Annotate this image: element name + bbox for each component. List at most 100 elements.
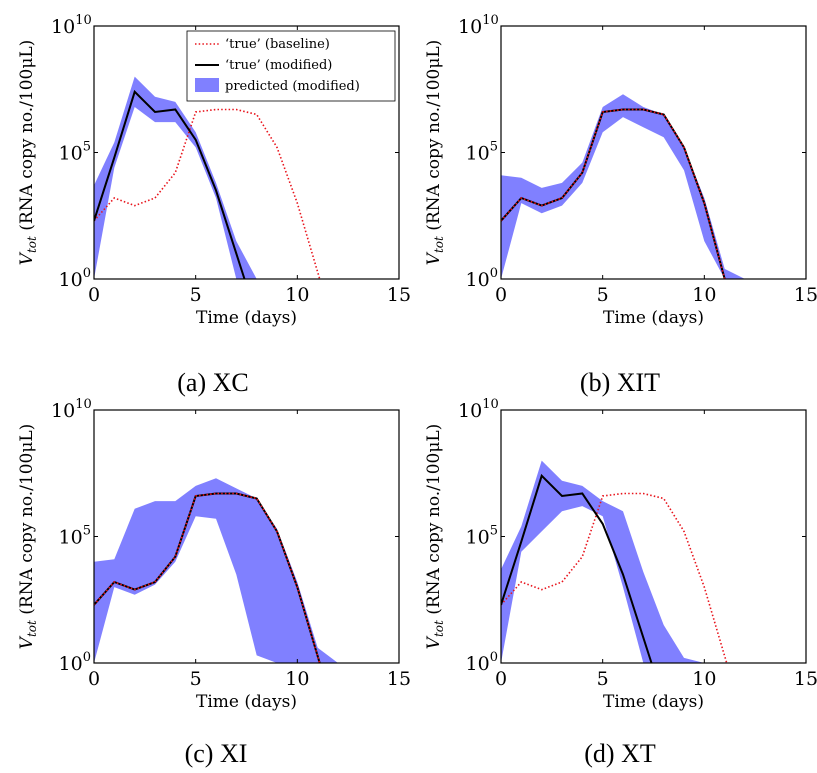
y-tick-base: 10 (466, 269, 490, 291)
x-tick-label: 0 (88, 284, 100, 306)
x-tick-label: 0 (495, 284, 507, 306)
predicted-band (94, 76, 257, 279)
plot-area (501, 94, 745, 279)
y-tick-exponent: 10 (482, 13, 499, 28)
x-tick-label: 10 (692, 668, 716, 690)
baseline-line-overlay (501, 108, 726, 279)
baseline-line (94, 108, 321, 279)
baseline-line (501, 492, 728, 663)
x-tick-label: 5 (597, 284, 609, 306)
y-tick-base: 10 (59, 653, 83, 675)
y-axis-label: Vtot (RNA copy no./100μL) (424, 40, 446, 266)
y-tick-base: 10 (59, 143, 83, 165)
y-tick-exponent: 10 (482, 397, 499, 412)
legend-box (186, 30, 396, 102)
y-tick-base: 10 (59, 527, 83, 549)
y-axis-label-sub: tot (432, 620, 446, 637)
y-tick-label: 100 (59, 650, 91, 675)
predicted-band (94, 478, 338, 663)
legend-label: ‘true’ (baseline) (225, 37, 330, 52)
x-tick-label: 0 (495, 668, 507, 690)
y-tick-exponent: 10 (75, 13, 92, 28)
y-tick-label: 1010 (458, 397, 499, 422)
legend: ‘true’ (baseline) ‘true’ (modified) predic… (186, 30, 396, 102)
x-tick-label: 10 (285, 668, 309, 690)
modified-line (94, 89, 246, 279)
predicted-band (501, 460, 705, 663)
x-tick-label: 0 (88, 668, 100, 690)
y-tick-label: 105 (466, 140, 498, 165)
x-tick-label: 5 (597, 668, 609, 690)
y-tick-exponent: 5 (490, 524, 498, 539)
x-axis-label: Time (days) (196, 308, 297, 328)
plot-area (94, 478, 338, 663)
y-tick-base: 10 (59, 269, 83, 291)
y-tick-label: 105 (466, 524, 498, 549)
x-axis-label: Time (days) (603, 308, 704, 328)
y-axis-label-rest: (RNA copy no./100μL) (424, 424, 444, 620)
y-tick-exponent: 0 (490, 266, 498, 281)
x-tick-label: 10 (692, 284, 716, 306)
x-tick-label: 10 (285, 284, 309, 306)
legend-label: ‘true’ (modified) (225, 58, 332, 73)
y-tick-exponent: 0 (83, 650, 91, 665)
panel-caption: (c) XI (185, 739, 248, 768)
y-axis-label-rest: (RNA copy no./100μL) (424, 40, 444, 236)
y-axis-label-sub: tot (25, 236, 39, 253)
y-axis-label-sub: tot (25, 620, 39, 637)
y-axis-label: Vtot (RNA copy no./100μL) (17, 40, 39, 266)
y-axis-label-rest: (RNA copy no./100μL) (17, 424, 37, 620)
y-axis-label-main: V (17, 251, 37, 265)
y-tick-label: 105 (59, 524, 91, 549)
y-tick-base: 10 (466, 653, 490, 675)
y-tick-label: 100 (466, 266, 498, 291)
plot-area (501, 460, 728, 663)
y-axis-label-rest: (RNA copy no./100μL) (17, 40, 37, 236)
y-tick-exponent: 5 (83, 140, 91, 155)
y-axis-label-main: V (424, 251, 444, 265)
x-axis-label: Time (days) (603, 692, 704, 712)
predicted-band (501, 94, 745, 279)
y-tick-exponent: 0 (490, 650, 498, 665)
baseline-line-overlay (94, 492, 321, 663)
plot-area (94, 76, 321, 279)
y-tick-label: 100 (466, 650, 498, 675)
y-tick-base: 10 (466, 143, 490, 165)
y-axis-label: Vtot (RNA copy no./100μL) (424, 424, 446, 650)
y-tick-label: 1010 (51, 397, 92, 422)
y-tick-exponent: 10 (75, 397, 92, 412)
modified-line (501, 473, 653, 663)
y-tick-label: 1010 (51, 13, 92, 38)
y-axis-label-main: V (424, 635, 444, 649)
y-tick-base: 10 (458, 400, 482, 422)
y-axis-label-sub: tot (432, 236, 446, 253)
y-tick-label: 100 (59, 266, 91, 291)
y-tick-base: 10 (466, 527, 490, 549)
panel-caption: (b) XIT (580, 368, 660, 397)
panel-caption: (d) XT (584, 739, 656, 768)
x-tick-label: 5 (190, 668, 202, 690)
axes-box (500, 25, 807, 280)
x-tick-label: 15 (387, 284, 411, 306)
x-tick-label: 15 (794, 284, 817, 306)
y-tick-label: 1010 (458, 13, 499, 38)
legend-swatch-predicted (195, 78, 219, 92)
panel-caption: (a) XC (177, 368, 248, 397)
x-axis-label: Time (days) (196, 692, 297, 712)
y-tick-exponent: 0 (83, 266, 91, 281)
legend-label: predicted (modified) (225, 79, 360, 94)
y-axis-label: Vtot (RNA copy no./100μL) (17, 424, 39, 650)
x-tick-label: 15 (387, 668, 411, 690)
y-tick-exponent: 5 (490, 140, 498, 155)
y-tick-base: 10 (51, 400, 75, 422)
y-tick-exponent: 5 (83, 524, 91, 539)
y-tick-base: 10 (458, 16, 482, 38)
x-tick-label: 15 (794, 668, 817, 690)
y-axis-label-main: V (17, 635, 37, 649)
x-tick-label: 5 (190, 284, 202, 306)
